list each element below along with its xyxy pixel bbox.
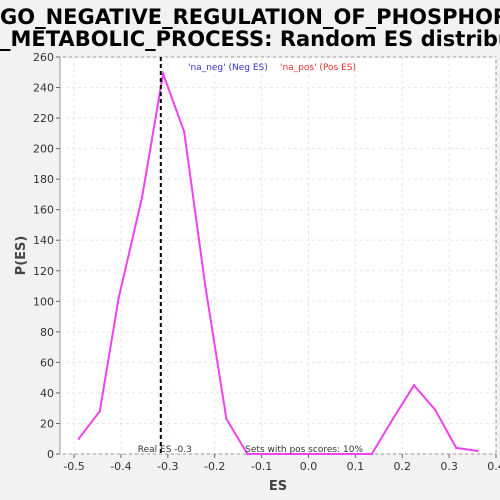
data-point [455, 447, 457, 449]
data-point [413, 384, 415, 386]
y-tick-label: 60 [40, 356, 54, 369]
pos-scores-annotation: Sets with pos scores: 10% [245, 445, 363, 455]
x-axis-title: ES [269, 479, 287, 494]
x-tick-label: -0.4 [110, 460, 131, 473]
data-point [141, 196, 143, 198]
x-tick-label: -0.2 [204, 460, 225, 473]
data-point [78, 438, 80, 440]
y-tick-label: 40 [40, 387, 54, 400]
x-tick-label: -0.5 [63, 460, 84, 473]
data-point [434, 409, 436, 411]
y-tick-label: 20 [40, 417, 54, 430]
x-tick-label: -0.3 [157, 460, 178, 473]
data-point [204, 285, 206, 287]
x-tick-label: 0.3 [440, 460, 458, 473]
data-point [392, 418, 394, 420]
y-tick-label: 240 [33, 82, 54, 95]
legend-item-pos: 'na_pos' (Pos ES) [280, 63, 356, 73]
x-tick-label: 0.4 [487, 460, 500, 473]
data-point [162, 73, 164, 75]
data-point [117, 297, 119, 299]
legend-item-neg: 'na_neg' (Neg ES) [188, 63, 268, 73]
data-point [99, 410, 101, 412]
y-tick-label: 260 [33, 51, 54, 64]
y-tick-label: 180 [33, 173, 54, 186]
real-es-label: Real ES -0.3 [138, 445, 192, 455]
y-tick-label: 160 [33, 204, 54, 217]
y-tick-label: 120 [33, 265, 54, 278]
data-point [476, 450, 478, 452]
plot-background [60, 57, 496, 454]
x-axis-ticks: -0.5 -0.4 -0.3 -0.2 -0.1 0.0 0.1 0.2 0.3 0.4 [63, 454, 500, 473]
data-point [371, 453, 373, 455]
x-tick-label: -0.1 [251, 460, 272, 473]
data-point [225, 418, 227, 420]
y-axis-title: P(ES) [14, 236, 29, 276]
y-tick-label: 200 [33, 143, 54, 156]
y-tick-label: 220 [33, 112, 54, 125]
y-axis-ticks: 0 20 40 60 80 100 120 140 160 180 200 220 240 260 [33, 51, 60, 461]
y-tick-label: 0 [47, 448, 54, 461]
data-point [183, 131, 185, 133]
x-tick-label: 0.2 [393, 460, 411, 473]
y-tick-label: 100 [33, 295, 54, 308]
x-tick-label: 0.1 [347, 460, 365, 473]
y-tick-label: 80 [40, 326, 54, 339]
y-tick-label: 140 [33, 234, 54, 247]
x-tick-label: 0.0 [300, 460, 318, 473]
